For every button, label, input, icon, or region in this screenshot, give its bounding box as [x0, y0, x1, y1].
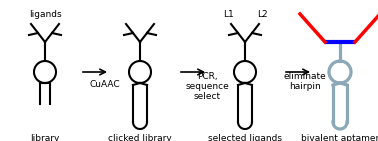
Text: clicked library: clicked library	[108, 134, 172, 141]
Text: eliminate: eliminate	[284, 72, 326, 81]
Text: select: select	[194, 92, 220, 101]
Text: PCR,: PCR,	[197, 72, 217, 81]
Text: CuAAC: CuAAC	[90, 80, 120, 89]
Text: hairpin: hairpin	[289, 82, 321, 91]
Text: library: library	[30, 134, 60, 141]
Text: bivalent aptamer: bivalent aptamer	[301, 134, 378, 141]
Text: selected ligands: selected ligands	[208, 134, 282, 141]
Text: L2: L2	[257, 10, 267, 19]
Text: L1: L1	[223, 10, 233, 19]
Text: ligands: ligands	[29, 10, 61, 19]
Text: sequence: sequence	[185, 82, 229, 91]
